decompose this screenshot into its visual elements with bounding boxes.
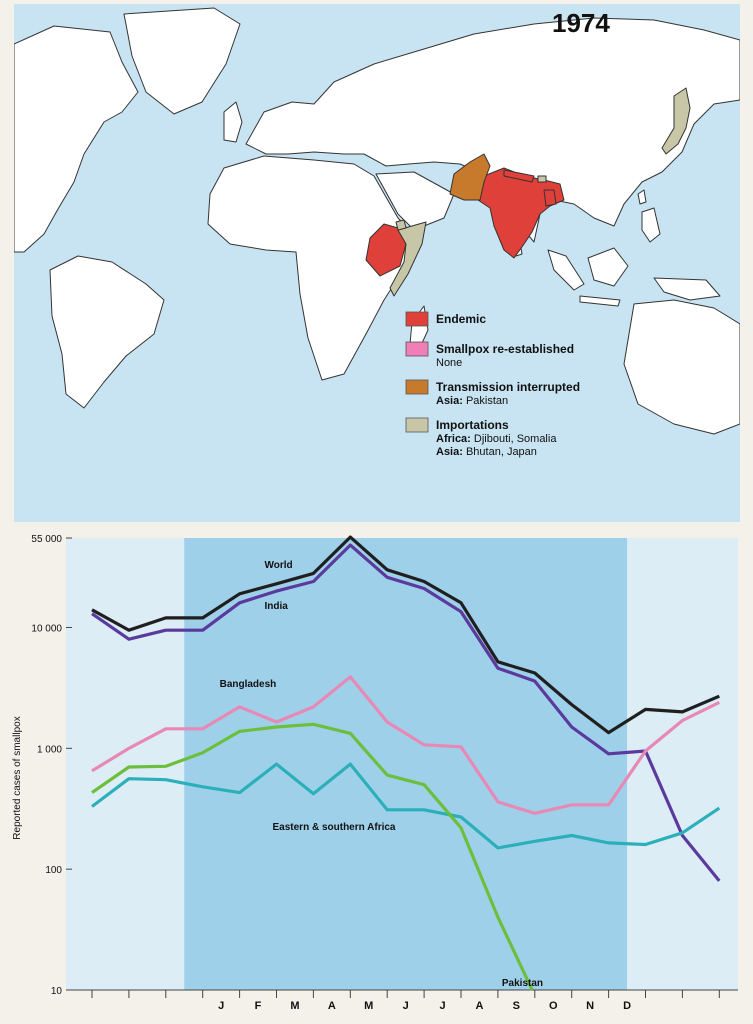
bangladesh xyxy=(543,189,557,207)
series-line-bangladesh xyxy=(91,675,721,815)
djibouti xyxy=(395,219,407,231)
legend-swatch-reestablished xyxy=(405,341,429,357)
legend-detail-importations: Africa: Djibouti, Somalia xyxy=(436,433,557,445)
x-tick-label: J xyxy=(439,1000,445,1012)
series-line-pakistan xyxy=(91,722,534,991)
series-label-world: World xyxy=(265,560,293,571)
y-tick-label: 55 000 xyxy=(31,534,62,545)
series-line-eastern-southern-africa xyxy=(91,762,721,850)
x-tick-label: A xyxy=(475,1000,483,1012)
legend-swatch-endemic xyxy=(405,311,429,327)
x-tick-label: F xyxy=(255,1000,262,1012)
y-tick-label: 10 xyxy=(51,986,63,997)
series-line-world xyxy=(91,535,720,735)
series-line-india xyxy=(91,543,721,882)
x-tick-label: J xyxy=(218,1000,224,1012)
eurasia xyxy=(245,17,740,243)
north-america xyxy=(14,25,139,253)
series-label-pakistan: Pakistan xyxy=(502,978,543,989)
series-label-eastern-southern-africa: Eastern & southern Africa xyxy=(273,822,396,833)
new-guinea xyxy=(653,277,721,301)
australia xyxy=(623,299,740,435)
africa xyxy=(207,155,415,381)
legend-title-endemic: Endemic xyxy=(436,312,486,326)
japan xyxy=(661,87,691,155)
legend-swatch-interrupted xyxy=(405,379,429,395)
ethiopia xyxy=(365,223,407,277)
arabia xyxy=(375,171,455,231)
x-tick-label: S xyxy=(513,1000,520,1012)
nepal xyxy=(503,169,535,183)
plot-highlight-range xyxy=(184,538,628,990)
south-america xyxy=(49,255,165,409)
legend-detail-interrupted: Asia: Pakistan xyxy=(436,395,508,407)
x-tick-label: M xyxy=(364,1000,373,1012)
sumatra xyxy=(547,249,585,291)
borneo xyxy=(587,247,629,287)
map-year: 1974 xyxy=(552,8,610,38)
smallpox-chart: 55 000 10 000 1 000 100 10 J F M A M J J A S O N D Worl… xyxy=(0,528,753,1024)
x-tick-label: O xyxy=(549,1000,558,1012)
legend-title-importations: Importations xyxy=(436,418,509,432)
philippines xyxy=(641,207,661,243)
y-tick-label: 100 xyxy=(45,865,62,876)
x-tick-label: D xyxy=(623,1000,631,1012)
y-axis-label: Reported cases of smallpox xyxy=(12,716,23,839)
series-label-bangladesh: Bangladesh xyxy=(220,679,277,690)
y-tick-label: 1 000 xyxy=(37,744,62,755)
x-tick-label: M xyxy=(290,1000,299,1012)
taiwan xyxy=(637,189,647,205)
legend-detail-reestablished: None xyxy=(436,357,462,369)
y-tick-label: 10 000 xyxy=(31,623,62,634)
somalia xyxy=(389,221,427,297)
bhutan xyxy=(537,175,547,183)
pakistan xyxy=(449,153,491,201)
india xyxy=(477,167,565,259)
legend-detail-importations: Asia: Bhutan, Japan xyxy=(436,446,537,458)
legend-swatch-importations xyxy=(405,417,429,433)
java xyxy=(579,295,621,307)
legend-title-interrupted: Transmission interrupted xyxy=(436,380,580,394)
x-tick-label: J xyxy=(403,1000,409,1012)
series-label-india: India xyxy=(265,601,289,612)
legend-title-reestablished: Smallpox re-established xyxy=(436,342,574,356)
greenland xyxy=(123,7,241,115)
x-tick-label: N xyxy=(586,1000,594,1012)
britain xyxy=(223,101,243,143)
x-tick-label: A xyxy=(328,1000,336,1012)
